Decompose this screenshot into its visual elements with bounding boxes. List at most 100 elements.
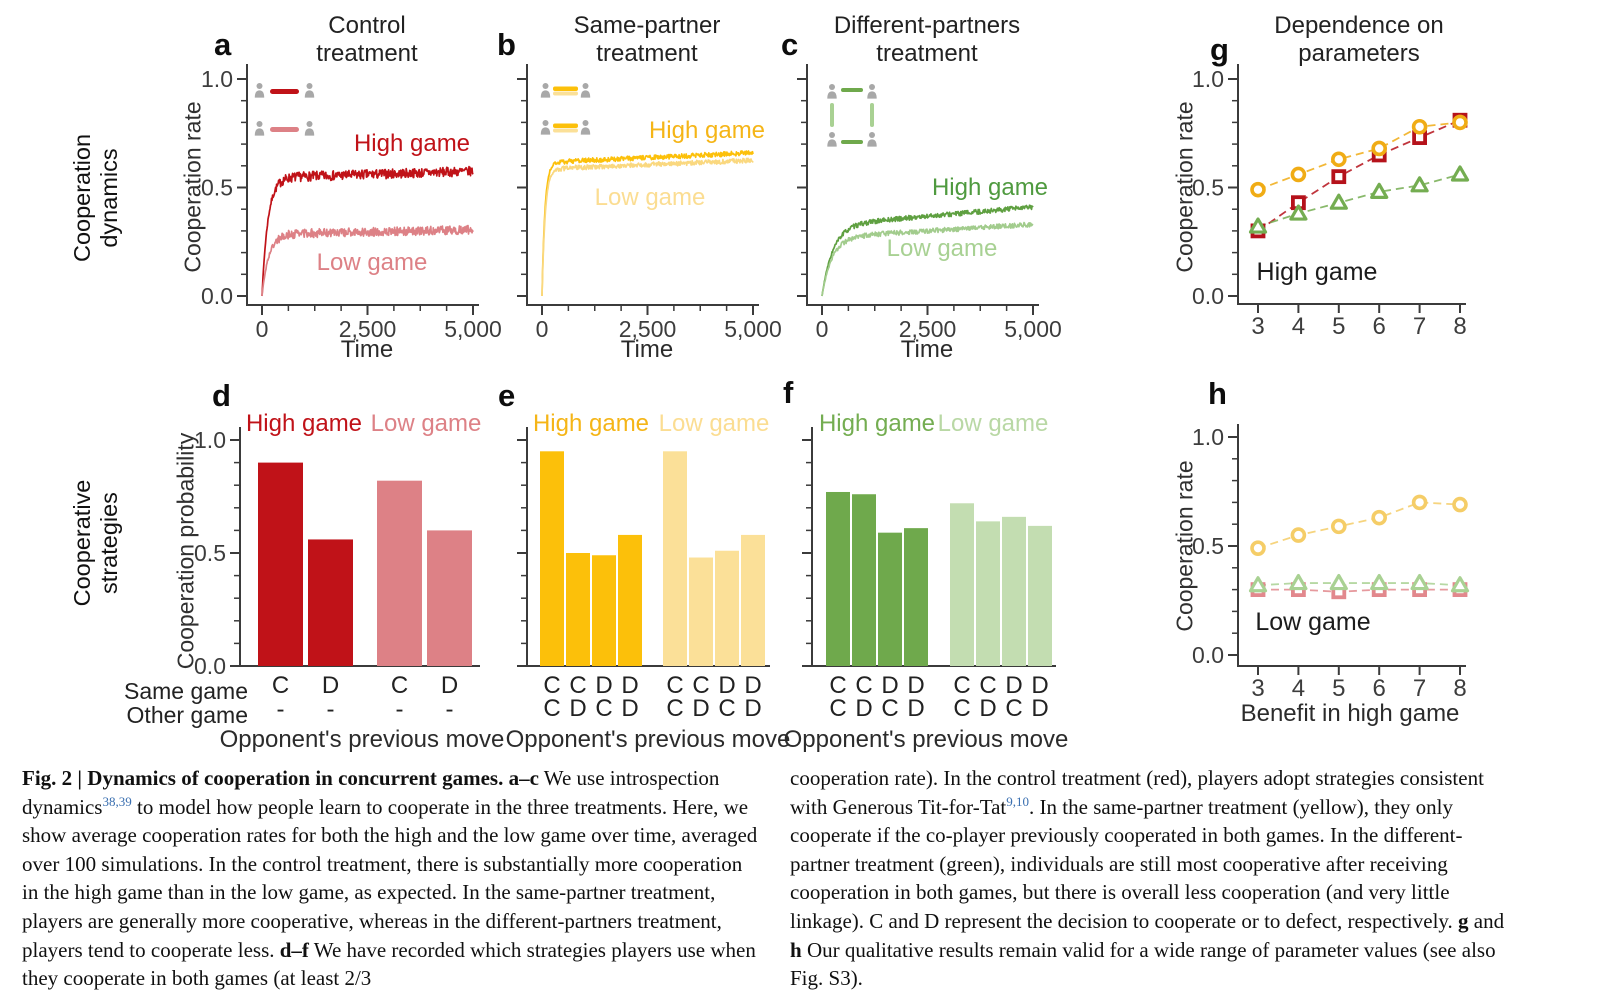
other-game-move-label: D [744, 695, 761, 722]
panel-f-low-game-label: Low game [937, 410, 1049, 437]
different-partners-network-icon [827, 84, 877, 147]
y-tick-label: 0.0 [201, 283, 233, 309]
panel-c-plot: 0 2,500 5,000 [797, 64, 1062, 342]
other-game-move-label: C [881, 695, 898, 722]
x-tick-label: 2,500 [619, 316, 677, 342]
triangle-marker [1450, 165, 1470, 182]
other-game-move-label: C [595, 695, 612, 722]
trend-line [1257, 173, 1461, 228]
panel-b-plot: 0 2,500 5,000 [517, 64, 782, 342]
circle-marker [1411, 118, 1428, 135]
triangle-marker [1248, 576, 1268, 593]
other-game-move-label: C [953, 695, 970, 722]
triangle-marker [1410, 573, 1429, 591]
circle-marker [1452, 496, 1468, 513]
bar [1002, 516, 1026, 666]
other-game-move-label: C [1005, 695, 1022, 722]
x-tick-label: 5,000 [724, 316, 782, 342]
panel-b-title: Same-partner treatment [573, 12, 721, 67]
panel-a-title: Control treatment [316, 12, 418, 67]
other-game-move-label: C [829, 695, 846, 722]
other-game-move-label: - [396, 696, 404, 723]
panel-letter-a: a [214, 27, 232, 62]
panel-e-xlabel: Opponent's previous move [505, 726, 791, 753]
y-tick-label: 1.0 [194, 427, 226, 453]
c-line-high-game [821, 204, 1034, 297]
panel-h-ylabel: Cooperation rate [1171, 460, 1198, 632]
bar [377, 480, 422, 666]
bar [878, 532, 902, 666]
y-tick-label: 1.0 [201, 66, 233, 92]
triangle-marker [1248, 217, 1268, 234]
panel-letter-b: b [497, 27, 516, 62]
panel-f-high-game-label: High game [818, 410, 936, 437]
same-game-move-label: D [744, 672, 761, 699]
other-game-move-label: - [277, 696, 285, 723]
trend-line [1257, 582, 1461, 587]
other-game-move-label: D [907, 695, 924, 722]
x-tick-label: 0 [536, 316, 549, 342]
c-line-low-game [821, 221, 1034, 297]
panel-h-annotation: Low game [1255, 608, 1371, 636]
x-tick-label: 7 [1413, 675, 1426, 702]
bar [592, 555, 616, 666]
x-tick-label: 5,000 [444, 316, 502, 342]
x-tick-label: 5 [1332, 313, 1345, 340]
trend-line [1257, 121, 1461, 191]
bar [663, 451, 687, 666]
high-game-bond-icon [841, 140, 863, 144]
triangle-marker [1289, 204, 1308, 221]
x-tick-label: 5,000 [1004, 316, 1062, 342]
bar [618, 534, 642, 666]
b-line-low-game [541, 157, 754, 297]
panel-c-low-game-label: Low game [886, 235, 998, 262]
bar [852, 494, 876, 666]
high-game-bond-icon [553, 123, 578, 128]
other-game-move-label: D [855, 695, 872, 722]
circle-marker [1371, 140, 1387, 157]
panel-f-xlabel: Opponent's previous move [783, 726, 1069, 753]
same-game-move-label: C [391, 672, 408, 699]
same-game-move-label: C [829, 672, 846, 699]
other-game-row-header: Other game [126, 702, 248, 728]
panel-h-xlabel: Benefit in high game [1240, 700, 1460, 727]
y-tick-label: 1.0 [1192, 424, 1224, 450]
same-game-move-label: C [692, 672, 709, 699]
person-icon [254, 83, 315, 136]
high-game-bond-icon [270, 89, 299, 94]
panel-a-plot: 0.0 0.5 1.0 0 2,500 5,000 [201, 64, 502, 342]
same-game-move-label: C [979, 672, 996, 699]
panel-d-low-game-label: Low game [370, 410, 482, 437]
y-tick-label: 1.0 [1192, 66, 1224, 92]
panel-letter-h: h [1208, 376, 1227, 411]
bar [826, 491, 850, 666]
other-game-move-label: C [718, 695, 735, 722]
trend-line [1258, 588, 1460, 593]
other-game-move-label: - [327, 696, 335, 723]
y-tick-label: 0.0 [1192, 642, 1224, 668]
x-tick-label: 6 [1373, 675, 1386, 702]
square-marker [1331, 169, 1347, 185]
triangle-marker [1410, 176, 1429, 193]
triangle-marker [1450, 576, 1470, 593]
panel-g-ylabel: Cooperation rate [1171, 101, 1198, 273]
panel-h-plot: 0.0 0.5 1.0 3 4 5 6 7 8 [1192, 424, 1470, 702]
x-tick-label: 4 [1292, 675, 1305, 702]
panel-letter-e: e [498, 378, 516, 413]
bar [1028, 525, 1052, 666]
panel-a-low-game-label: Low game [316, 249, 428, 276]
panel-g-title: Dependence on parameters [1274, 12, 1444, 67]
trend-line [1257, 501, 1461, 550]
bar [950, 503, 974, 666]
circle-marker [1411, 494, 1428, 511]
other-game-move-label: D [692, 695, 709, 722]
high-game-bond-icon [553, 86, 578, 91]
panel-c-xlabel: Time [900, 336, 954, 363]
a-line-low-game [261, 224, 474, 297]
same-game-move-label: D [881, 672, 898, 699]
panel-e-high-game-label: High game [532, 410, 650, 437]
other-game-move-label: D [979, 695, 996, 722]
x-tick-label: 2,500 [339, 316, 397, 342]
triangle-marker [1329, 193, 1348, 210]
